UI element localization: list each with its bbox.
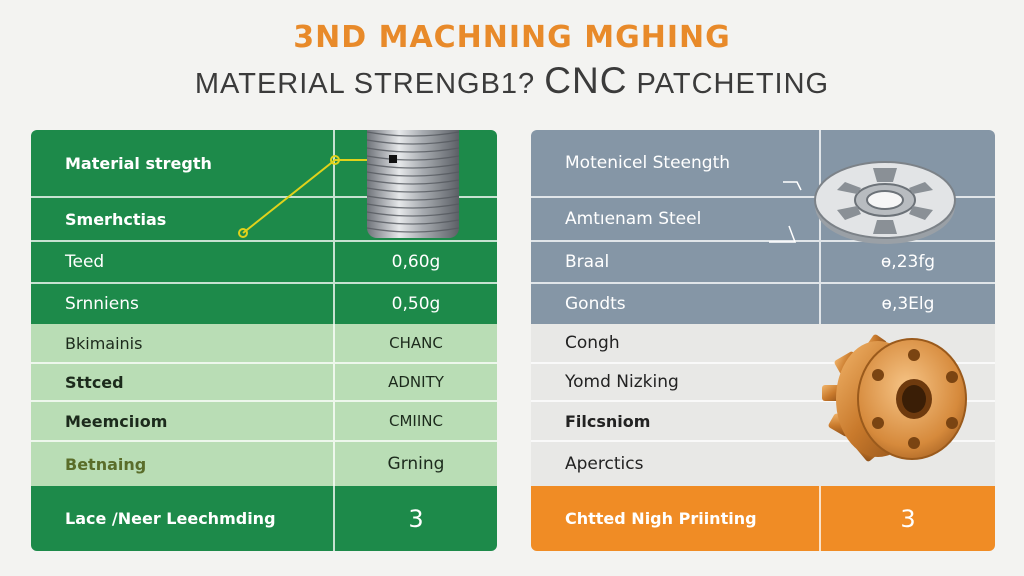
right-row-4-label: Gondts [565,294,626,314]
right-row-3-label: Braal [565,252,610,272]
left-row-7-label: Meemciıom [65,411,168,431]
left-row-5: Bkimainis CHANC [31,324,497,364]
left-row-2-label: Smerhctias [65,209,167,229]
subtitle-part-b: CNC [544,60,628,101]
bronze-gear-icon [822,334,967,462]
right-row-3: Braal ɵ,23fg [531,242,995,284]
main-title: 3ND MACHNING MGHING [293,20,731,55]
right-row-2-label: Amtıenam Steel [565,209,702,229]
left-row-4-value: 0,50g [333,284,497,324]
subtitle-part-c: PATCHETING [636,68,830,100]
right-row-4-value: ɵ,3Elg [819,284,995,324]
right-row-6-label: Yomd Nizking [565,372,679,392]
subtitle: MATERIAL STRENGB1? CNC PATCHETING [0,60,1024,102]
right-row-1-label: Motenicel Steength [565,153,731,173]
left-row-2-value [333,198,497,240]
right-row-5-label: Congh [565,333,620,353]
left-row-4-label: Srnniens [65,294,139,314]
right-row-1-value [819,130,995,196]
left-row-3-value: 0,60g [333,242,497,282]
right-row-8-label: Aperctics [565,454,644,474]
left-footer-value: 3 [333,486,497,551]
right-comparison-panel: Motenicel Steength Amtıenam Steel Braal … [531,130,995,551]
left-footer-label: Lace /Neer Leechmding [65,509,276,528]
left-row-3-label: Teed [65,252,105,272]
left-row-4: Srnniens 0,50g [31,284,497,324]
left-row-5-label: Bkimainis [65,333,143,353]
subtitle-part-a: MATERIAL STRENGB1? [194,68,536,100]
left-row-6-value: ADNITY [333,364,497,400]
left-row-5-value: CHANC [333,324,497,362]
metal-coil-spring-icon [238,130,460,238]
right-footer-value: 3 [819,486,995,551]
left-row-8-label: Betnaing [65,454,147,474]
left-row-6: Sttced ADNITY [31,364,497,402]
left-row-8-value: Grning [333,442,497,486]
left-row-6-label: Sttced [65,372,124,392]
left-row-7: Meemciıom CMIINC [31,402,497,442]
left-footer-row: Lace /Neer Leechmding 3 [31,486,497,551]
left-row-3: Teed 0,60g [31,242,497,284]
metal-flange-disc-icon [769,161,956,244]
right-row-3-value: ɵ,23fg [819,242,995,282]
left-comparison-panel: Material stregth Smerhctias Teed 0,60g S… [31,130,497,551]
left-row-7-value: CMIINC [333,402,497,440]
left-row-8: Betnaing Grning [31,442,497,486]
right-row-7-label: Filcsniom [565,411,651,431]
right-footer-row: Chtted Nigh Priinting 3 [531,486,995,551]
right-footer-label: Chtted Nigh Priinting [565,509,757,528]
right-row-4: Gondts ɵ,3Elg [531,284,995,324]
left-row-1-label: Material stregth [65,153,212,173]
